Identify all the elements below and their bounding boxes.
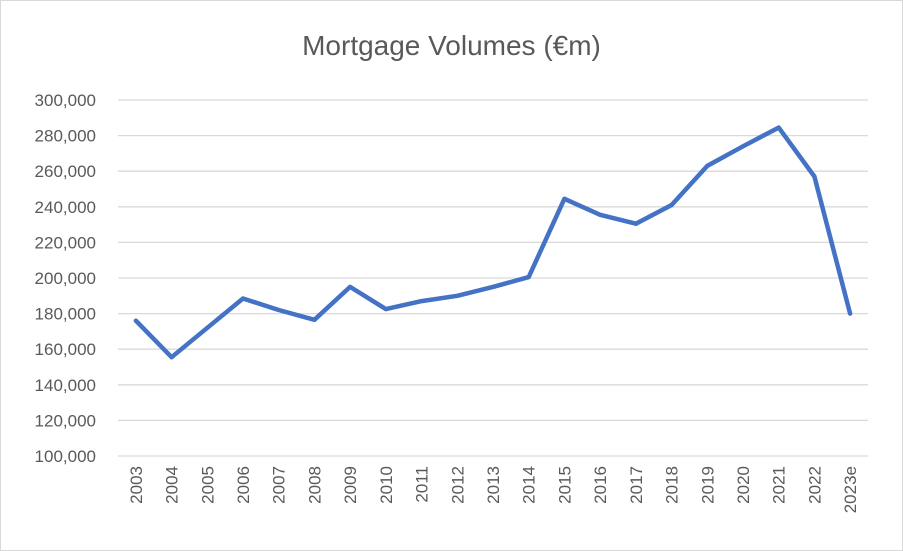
- y-tick-label: 100,000: [35, 447, 96, 466]
- data-point: [348, 284, 353, 289]
- data-point: [205, 325, 210, 330]
- x-tick-label: 2015: [555, 466, 574, 504]
- data-point: [133, 318, 138, 323]
- x-tick-label: 2012: [448, 466, 467, 504]
- data-point: [276, 308, 281, 313]
- x-tick-label: 2019: [698, 466, 717, 504]
- x-tick-label: 2023e: [841, 466, 860, 513]
- x-tick-label: 2007: [270, 466, 289, 504]
- data-point: [169, 355, 174, 360]
- y-tick-label: 120,000: [35, 411, 96, 430]
- y-tick-label: 240,000: [35, 198, 96, 217]
- data-point: [598, 212, 603, 217]
- y-tick-label: 260,000: [35, 162, 96, 181]
- data-point: [741, 144, 745, 149]
- x-tick-label: 2017: [627, 466, 646, 504]
- data-point: [241, 296, 245, 301]
- data-point: [383, 307, 388, 312]
- y-tick-label: 280,000: [35, 127, 96, 146]
- gridlines: [118, 99, 868, 457]
- data-point: [848, 311, 853, 316]
- series-layer: [133, 125, 853, 360]
- data-point: [776, 125, 781, 130]
- data-point: [669, 203, 674, 208]
- data-point: [633, 221, 638, 226]
- x-tick-label: 2018: [663, 466, 682, 504]
- data-point: [526, 275, 531, 280]
- data-point: [419, 299, 424, 304]
- x-tick-label: 2016: [591, 466, 610, 504]
- y-tick-label: 180,000: [35, 305, 96, 324]
- x-tick-label: 2014: [520, 466, 539, 504]
- data-point: [705, 163, 710, 168]
- x-tick-label: 2004: [163, 466, 182, 504]
- x-tick-label: 2003: [127, 466, 146, 504]
- y-tick-label: 140,000: [35, 376, 96, 395]
- x-tick-label: 2010: [377, 466, 396, 504]
- x-tick-label: 2022: [805, 466, 824, 504]
- data-point: [491, 284, 495, 289]
- x-tick-label: 2011: [413, 466, 432, 503]
- data-point: [562, 196, 567, 201]
- y-tick-label: 200,000: [35, 269, 96, 288]
- y-tick-label: 220,000: [35, 233, 96, 252]
- x-tick-label: 2009: [341, 466, 360, 504]
- data-point: [812, 174, 817, 179]
- x-tick-label: 2005: [198, 466, 217, 504]
- chart-title: Mortgage Volumes (€m): [302, 30, 601, 61]
- data-point: [455, 293, 460, 298]
- y-tick-label: 300,000: [35, 91, 96, 110]
- x-tick-label: 2006: [234, 466, 253, 504]
- x-tick-label: 2020: [734, 466, 753, 504]
- x-tick-label: 2021: [770, 466, 789, 504]
- x-tick-label: 2013: [484, 466, 503, 504]
- data-point: [312, 317, 317, 322]
- x-tick-label: 2008: [305, 466, 324, 504]
- y-axis-tick-labels: 100,000 120,000 140,000 160,000 180,000 200,0…: [35, 91, 96, 466]
- x-axis-tick-labels: 2003 2004 2005 2006 2007 2008 2009 2010 2011 2012…: [127, 466, 860, 513]
- y-tick-label: 160,000: [35, 340, 96, 359]
